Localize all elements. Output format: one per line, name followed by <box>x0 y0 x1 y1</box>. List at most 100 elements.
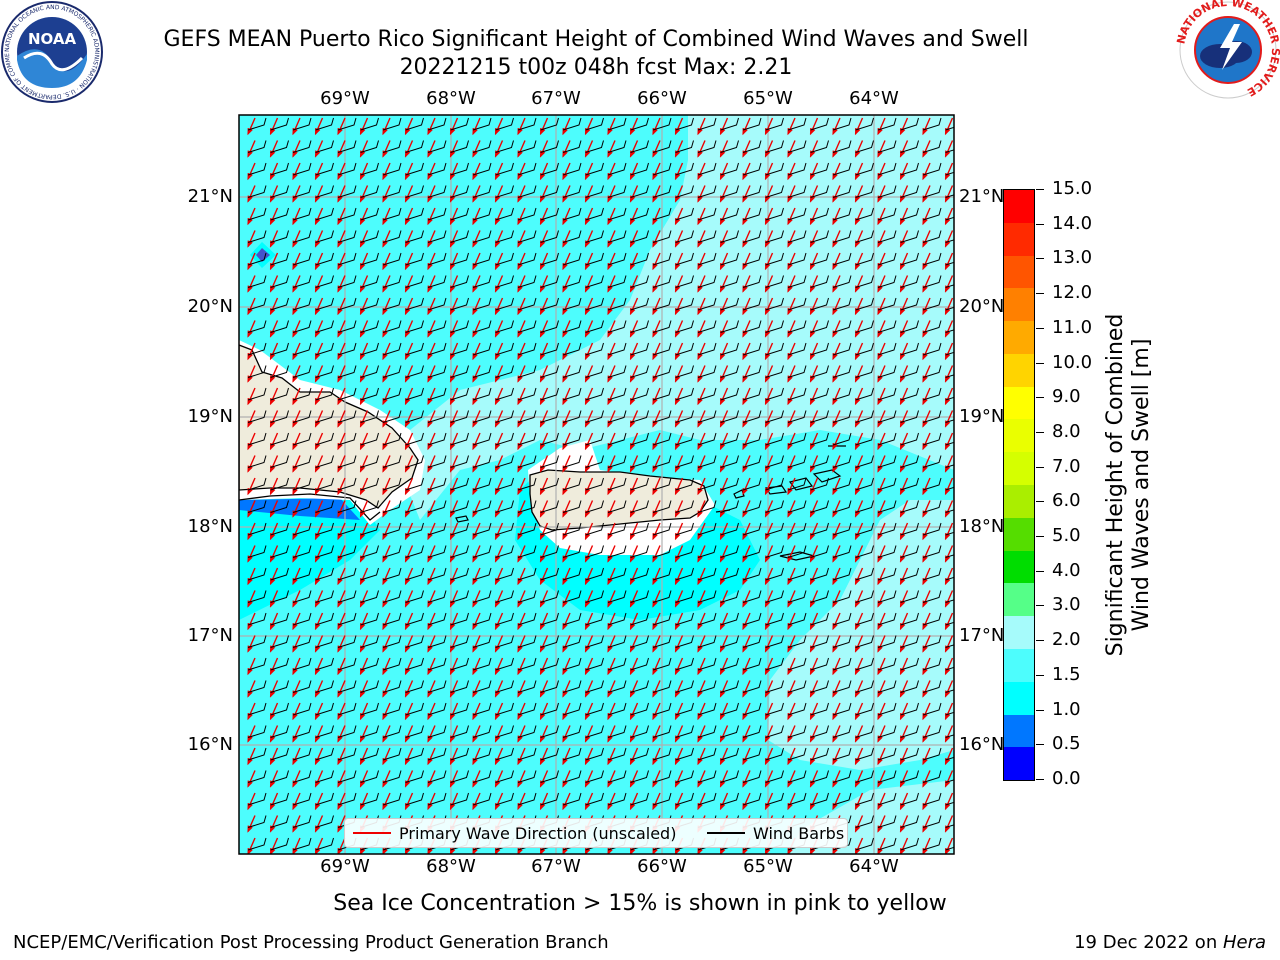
noaa-logo: NATIONAL OCEANIC AND ATMOSPHERIC ADMINIS… <box>0 0 103 103</box>
wind-barb <box>652 387 672 401</box>
colorbar-tick-mark <box>1036 258 1044 260</box>
wave-direction-arrow <box>292 275 301 293</box>
wind-barb <box>540 162 559 176</box>
wind-barb <box>270 320 289 333</box>
wave-direction-arrow <box>787 432 796 451</box>
wave-direction-arrow <box>877 140 886 158</box>
wind-barb <box>607 500 627 513</box>
wind-barb <box>450 387 469 401</box>
wind-barb <box>292 387 312 401</box>
wave-direction-arrow <box>809 252 819 271</box>
wind-barb <box>787 207 807 221</box>
wind-barb <box>697 140 717 153</box>
wave-direction-arrow <box>359 230 369 248</box>
wind-barb <box>472 162 492 176</box>
wave-direction-arrow <box>854 185 864 203</box>
wave-direction-arrow <box>337 522 346 541</box>
wind-barb <box>877 117 897 131</box>
wave-direction-arrow <box>607 387 616 406</box>
wave-direction-arrow <box>697 365 706 383</box>
wind-barb <box>810 500 829 513</box>
wind-barb <box>900 117 919 131</box>
wave-direction-arrow <box>404 117 414 136</box>
wind-barb <box>495 275 514 288</box>
wind-barb <box>540 185 559 198</box>
colorbar-tick-mark <box>1036 536 1044 538</box>
wave-direction-arrow <box>269 230 279 248</box>
colorbar-segment <box>1004 288 1034 322</box>
wave-direction-arrow <box>584 297 594 316</box>
wave-direction-arrow <box>652 500 661 518</box>
wave-direction-arrow <box>292 185 301 203</box>
wind-barb <box>922 500 942 513</box>
wave-direction-arrow <box>314 207 324 226</box>
wind-barb <box>337 522 357 536</box>
wave-direction-arrow <box>832 342 841 361</box>
wave-direction-arrow <box>764 230 774 248</box>
colorbar-tick-mark <box>1036 605 1044 607</box>
wind-barb <box>877 320 897 333</box>
wind-barb <box>630 140 649 153</box>
wind-barb <box>810 320 829 333</box>
wave-direction-arrow <box>899 117 909 136</box>
wave-direction-arrow <box>292 455 301 473</box>
wave-direction-arrow <box>494 455 504 473</box>
wind-barb <box>270 117 289 131</box>
wind-barb <box>472 207 492 221</box>
wind-barb <box>900 252 919 266</box>
wave-direction-arrow <box>854 522 864 541</box>
wind-barb <box>315 140 334 153</box>
wind-barb <box>675 365 694 378</box>
wind-barb <box>810 140 829 153</box>
wind-barb <box>945 194 954 198</box>
wind-barb <box>495 455 514 468</box>
wind-barb <box>495 432 514 446</box>
wind-barb <box>765 387 784 401</box>
wind-barb <box>652 230 672 243</box>
wind-barb <box>765 522 784 536</box>
wave-direction-arrow <box>742 432 751 451</box>
wind-barb <box>450 252 469 266</box>
wave-direction-arrow <box>674 185 684 203</box>
wave-direction-arrow <box>854 500 864 518</box>
wave-direction-arrow <box>674 207 684 226</box>
wind-barb <box>382 140 402 153</box>
wind-barb <box>652 432 672 446</box>
wave-direction-arrow <box>247 410 256 428</box>
wave-direction-arrow <box>247 455 256 473</box>
wind-barb <box>270 365 289 378</box>
wind-barb <box>607 140 627 153</box>
wave-direction-arrow <box>697 275 706 293</box>
wave-direction-arrow <box>584 207 594 226</box>
wave-direction-arrow <box>674 275 684 293</box>
wind-barb <box>450 297 469 311</box>
lon-tick-bottom-65w: 65°W <box>743 856 793 877</box>
wave-direction-arrow <box>922 207 931 226</box>
wave-direction-arrow <box>787 342 796 361</box>
wind-barb <box>675 387 694 401</box>
wave-direction-arrow <box>607 117 616 136</box>
wave-direction-arrow <box>314 410 324 428</box>
wind-barb <box>337 252 357 266</box>
wind-barb <box>382 207 402 221</box>
wind-barb <box>675 455 694 468</box>
wave-direction-arrow <box>427 410 436 428</box>
colorbar-tick-label: 13.0 <box>1052 247 1093 269</box>
wave-direction-arrow <box>314 455 324 473</box>
wave-direction-arrow <box>787 500 796 518</box>
wind-barb <box>382 297 402 311</box>
wind-barb <box>855 185 874 198</box>
wave-direction-arrow <box>787 387 796 406</box>
wind-barb <box>720 477 739 491</box>
wave-direction-arrow <box>427 185 436 203</box>
wave-direction-arrow <box>404 320 414 338</box>
wind-barb <box>697 185 717 198</box>
wave-direction-arrow <box>922 297 931 316</box>
wave-direction-arrow <box>719 477 729 496</box>
wind-barb <box>315 230 334 243</box>
wind-barb <box>877 342 897 356</box>
wind-barb <box>787 342 807 356</box>
wave-direction-arrow <box>899 477 909 496</box>
wind-barb <box>787 140 807 153</box>
wind-barb <box>877 500 897 513</box>
